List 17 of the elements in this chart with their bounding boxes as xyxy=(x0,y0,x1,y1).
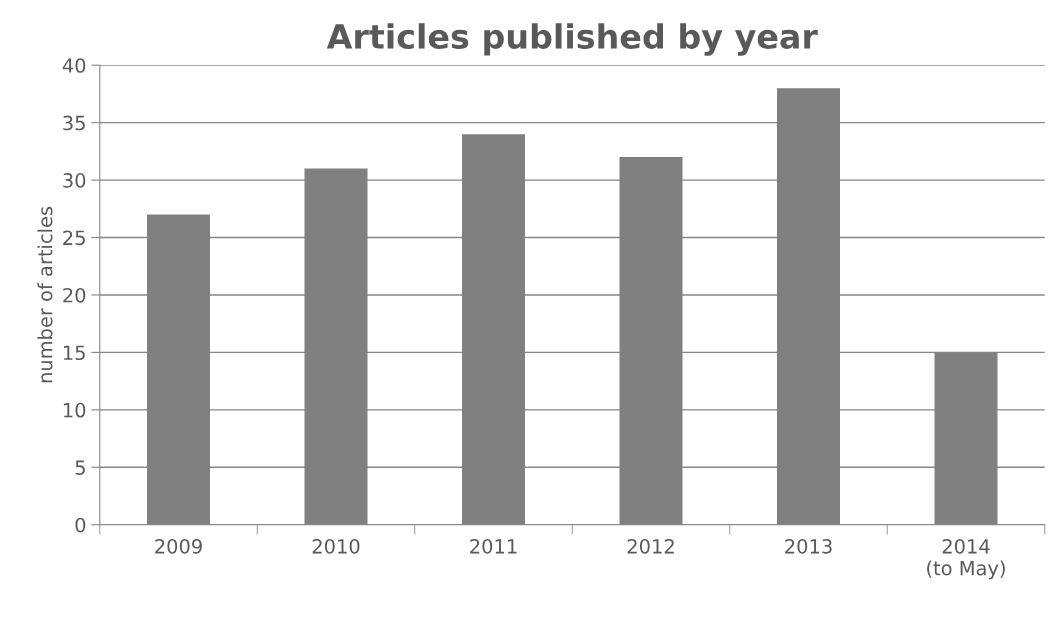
x-tick-label: 2011 xyxy=(470,538,517,554)
y-tick-label: 30 xyxy=(63,173,86,188)
y-tick-label: 25 xyxy=(63,230,85,246)
y-tick-label: 0 xyxy=(75,517,86,533)
y-axis-title: number of articles xyxy=(37,206,53,383)
y-tick-label: 15 xyxy=(63,345,85,361)
y-tick-label: 5 xyxy=(75,460,85,475)
y-tick-label: 20 xyxy=(63,287,86,303)
x-tick-label: 2013 xyxy=(785,538,832,554)
y-tick-label: 40 xyxy=(62,58,86,73)
y-tick-label: 10 xyxy=(63,402,86,418)
x-tick-label: 2010 xyxy=(312,538,360,554)
x-tick-label: 2009 xyxy=(155,538,202,554)
x-tick-label: 2014 (to May) xyxy=(927,538,1005,580)
chart-title: Articles published by year xyxy=(326,23,818,56)
x-tick-label: 2012 xyxy=(627,538,674,554)
y-tick-label: 35 xyxy=(63,115,85,131)
